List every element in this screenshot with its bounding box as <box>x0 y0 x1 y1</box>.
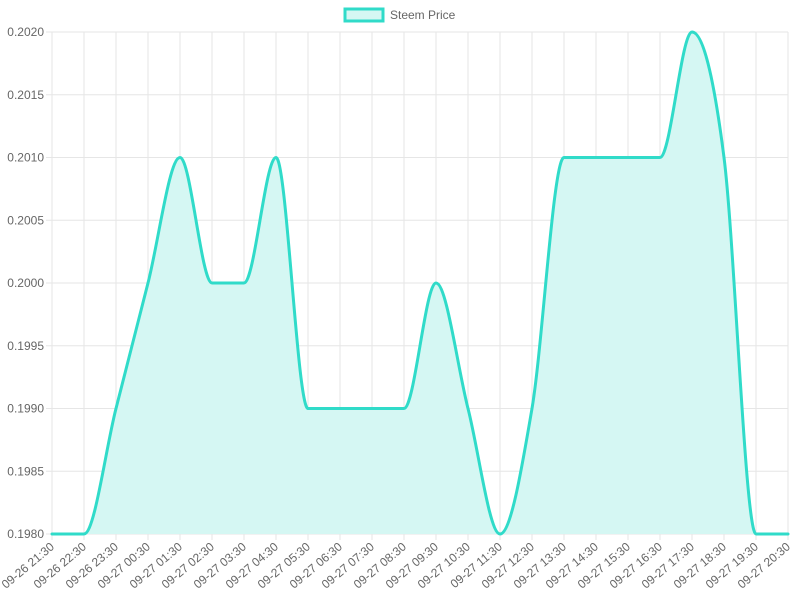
data-point[interactable] <box>336 405 344 413</box>
y-tick-label: 0.2020 <box>7 25 44 39</box>
y-tick-label: 0.1990 <box>7 402 44 416</box>
data-point[interactable] <box>112 405 120 413</box>
data-point[interactable] <box>432 279 440 287</box>
series-line-layer <box>50 30 790 536</box>
data-point[interactable] <box>496 530 504 538</box>
data-point[interactable] <box>592 154 600 162</box>
data-point[interactable] <box>400 405 408 413</box>
data-point[interactable] <box>80 530 88 538</box>
y-axis: 0.2020 0.2015 0.2010 0.2005 0.2000 0.1995 0.19… <box>7 25 44 541</box>
data-point[interactable] <box>560 154 568 162</box>
data-point[interactable] <box>176 154 184 162</box>
data-point[interactable] <box>624 154 632 162</box>
data-point[interactable] <box>528 405 536 413</box>
y-tick-label: 0.2010 <box>7 151 44 165</box>
legend[interactable]: Steem Price <box>343 7 456 23</box>
legend-swatch[interactable] <box>343 7 385 23</box>
data-point[interactable] <box>208 279 216 287</box>
data-point[interactable] <box>784 530 792 538</box>
data-point[interactable] <box>240 279 248 287</box>
data-point[interactable] <box>368 405 376 413</box>
data-point[interactable] <box>656 154 664 162</box>
data-point[interactable] <box>720 154 728 162</box>
data-point[interactable] <box>304 405 312 413</box>
y-tick-label: 0.2005 <box>7 213 44 227</box>
data-point[interactable] <box>688 28 696 36</box>
legend-label[interactable]: Steem Price <box>390 8 456 22</box>
series-line-steem-price[interactable] <box>50 30 790 536</box>
y-tick-label: 0.2000 <box>7 276 44 290</box>
y-tick-label: 0.1995 <box>7 339 44 353</box>
data-point[interactable] <box>272 154 280 162</box>
y-tick-label: 0.1980 <box>7 527 44 541</box>
data-point[interactable] <box>48 530 56 538</box>
y-tick-label: 0.1985 <box>7 464 44 478</box>
y-tick-label: 0.2015 <box>7 88 44 102</box>
data-point[interactable] <box>144 279 152 287</box>
data-point[interactable] <box>752 530 760 538</box>
data-point[interactable] <box>464 405 472 413</box>
